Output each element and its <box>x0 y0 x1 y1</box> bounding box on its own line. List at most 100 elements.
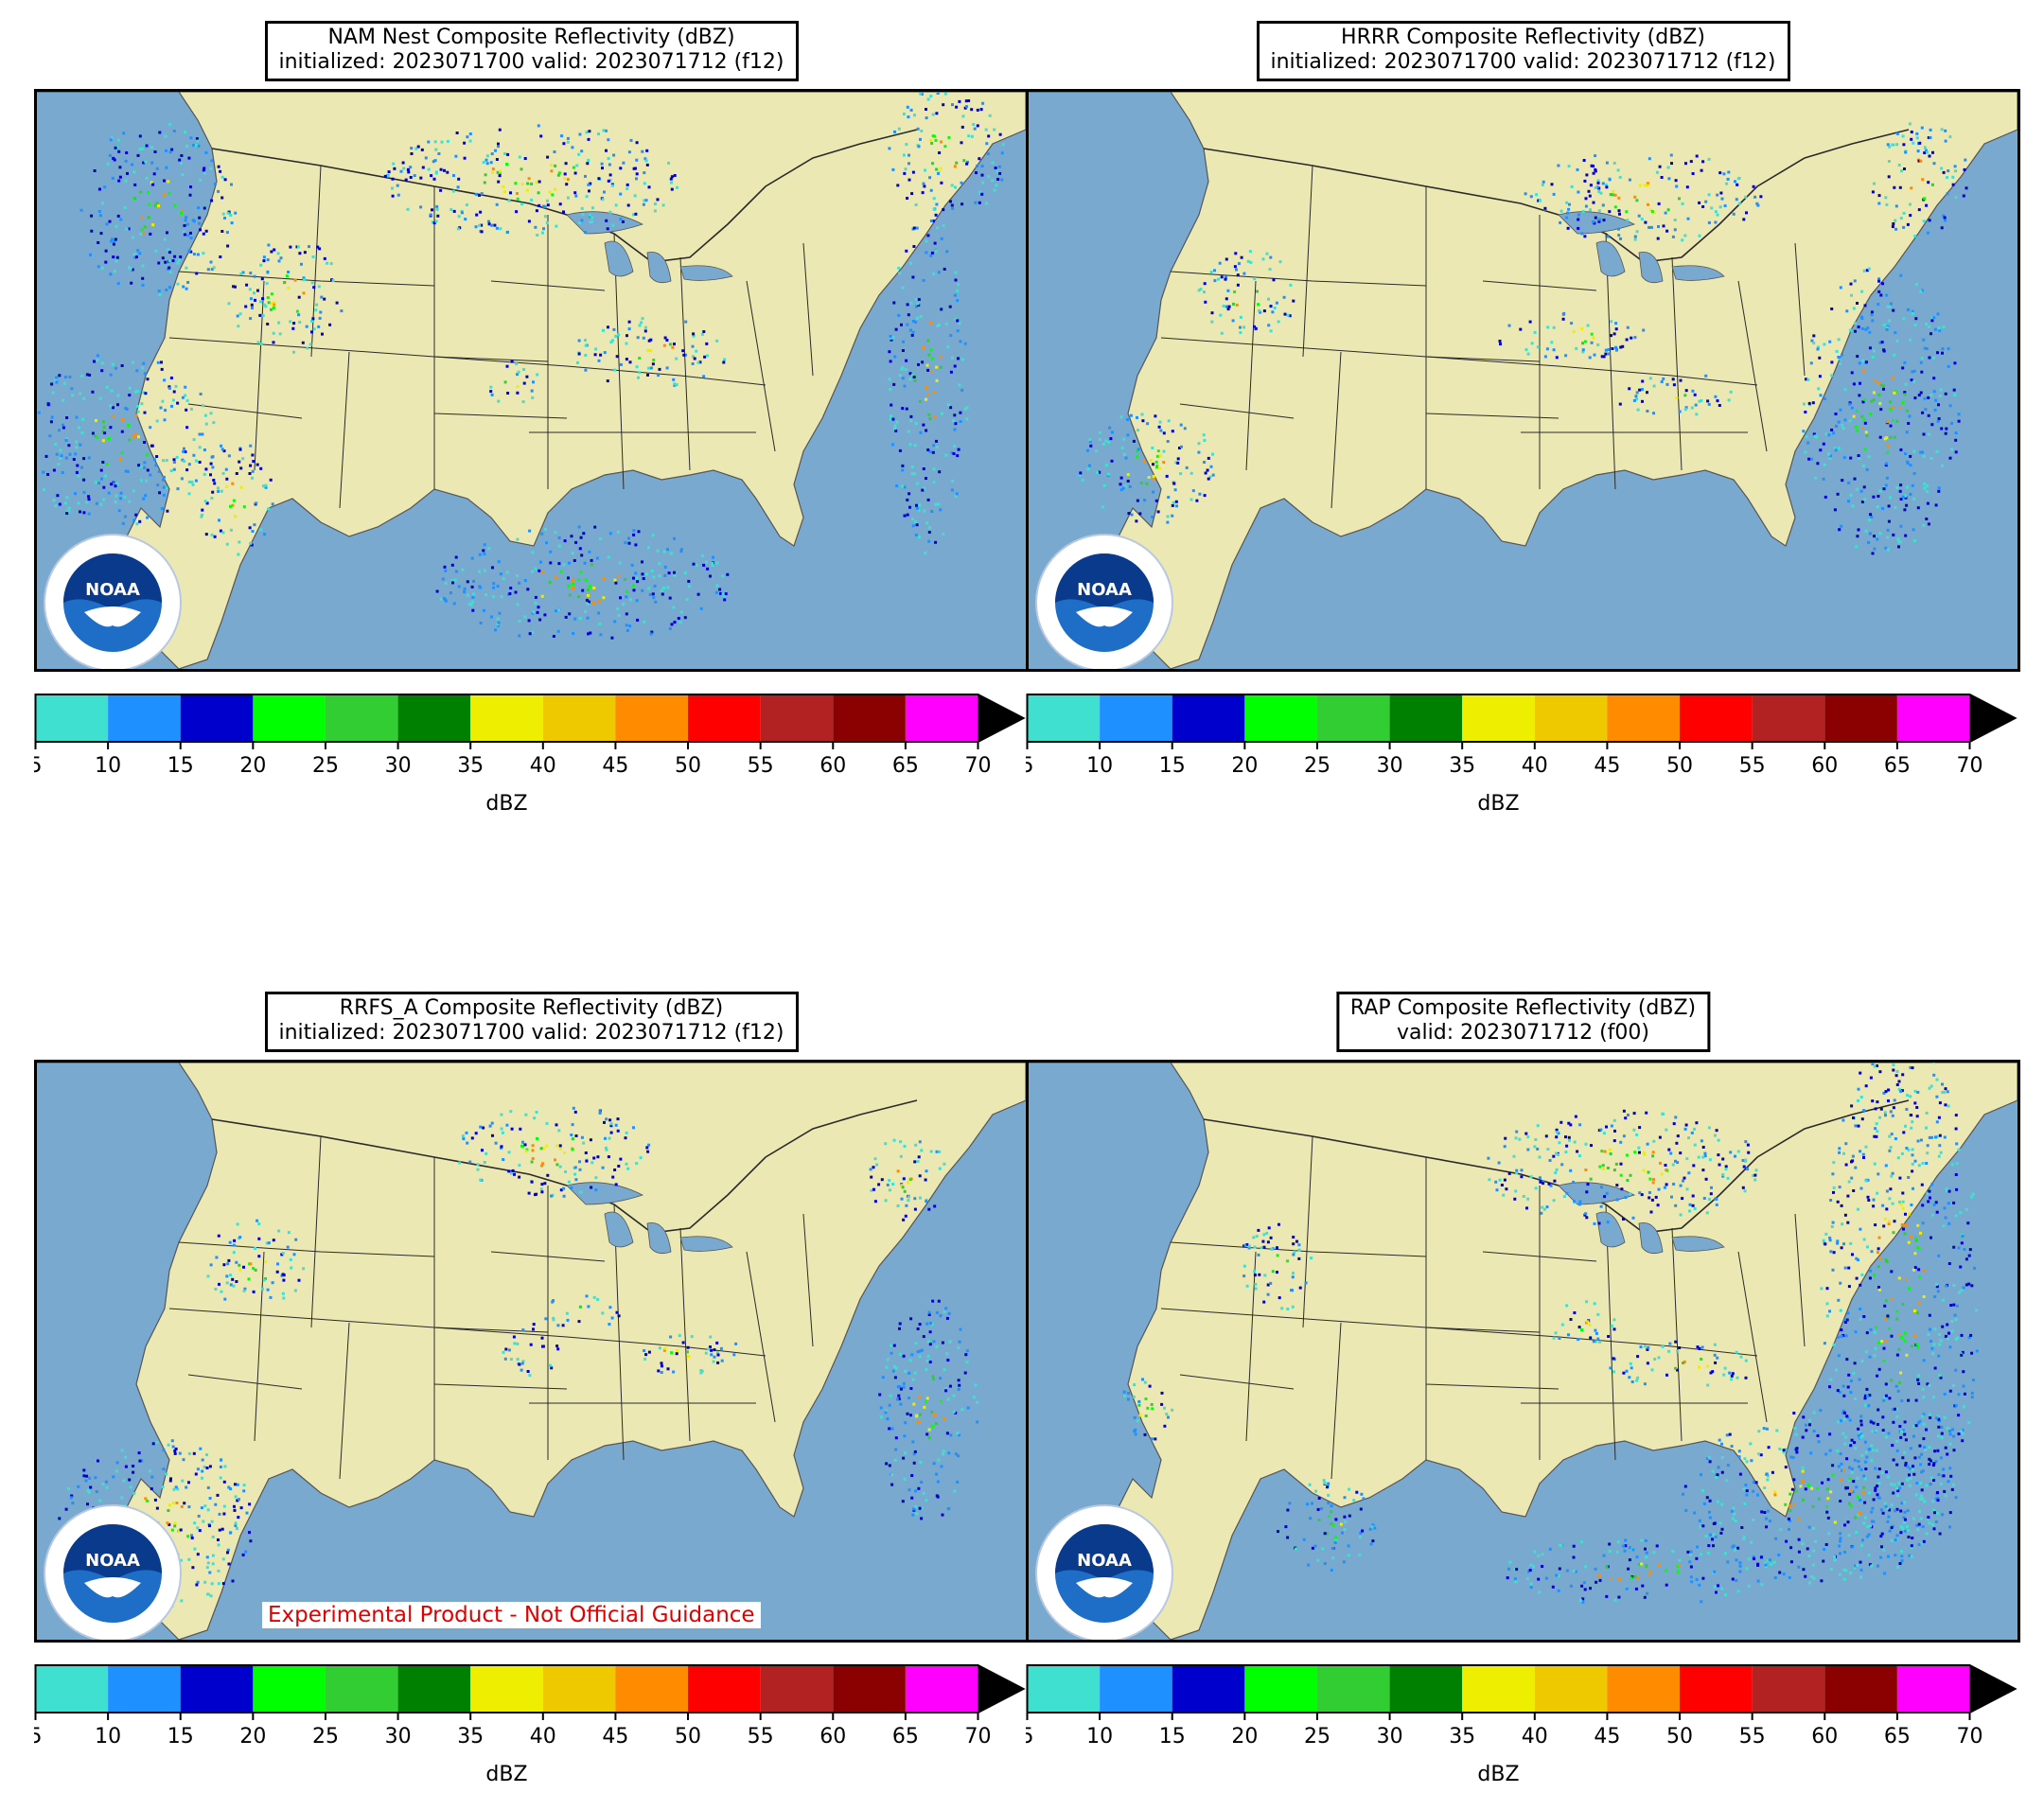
echo-pixel <box>482 161 485 165</box>
echo-pixel <box>1593 1302 1596 1306</box>
colorbar-tick-label: 70 <box>1957 754 1983 778</box>
echo-pixel <box>461 568 465 571</box>
echo-pixel <box>564 1170 568 1173</box>
echo-pixel <box>183 460 186 464</box>
echo-pixel <box>150 444 154 448</box>
echo-pixel <box>1695 1121 1699 1125</box>
echo-pixel <box>914 203 918 206</box>
great-lake <box>1595 240 1626 277</box>
echo-pixel <box>657 374 661 378</box>
echo-pixel <box>497 180 501 184</box>
echo-pixel <box>65 437 68 441</box>
echo-pixel <box>1913 1089 1917 1093</box>
echo-pixel <box>46 402 50 406</box>
echo-pixel <box>114 237 117 241</box>
panel-title-line2: initialized: 2023071700 valid: 202307171… <box>1270 50 1776 74</box>
echo-pixel <box>914 1489 917 1493</box>
echo-pixel <box>490 393 494 396</box>
echo-pixel <box>1913 1159 1917 1163</box>
echo-pixel <box>552 1299 555 1303</box>
echo-pixel <box>568 612 572 616</box>
echo-pixel <box>116 403 119 407</box>
echo-pixel <box>587 1305 590 1309</box>
echo-pixel <box>608 1323 611 1327</box>
echo-pixel <box>1927 181 1930 185</box>
echo-pixel <box>545 220 549 224</box>
echo-pixel <box>310 320 313 323</box>
echo-pixel <box>1878 489 1882 493</box>
echo-pixel <box>1867 267 1871 271</box>
echo-pixel <box>1935 1078 1939 1081</box>
echo-pixel <box>1674 1204 1678 1207</box>
echo-pixel <box>712 555 714 559</box>
echo-pixel <box>206 1508 210 1512</box>
echo-pixel <box>167 248 170 252</box>
map-area[interactable]: NOAA Experimental Product - Not Official… <box>34 1060 1029 1643</box>
echo-pixel <box>1546 325 1550 329</box>
echo-pixel <box>1724 1168 1728 1171</box>
map-area[interactable]: NOAA <box>34 89 1029 672</box>
echo-pixel <box>138 519 142 523</box>
echo-pixel <box>1970 1391 1974 1395</box>
echo-pixel <box>617 613 621 617</box>
echo-pixel <box>465 203 468 206</box>
echo-pixel <box>491 1133 494 1137</box>
echo-pixel <box>1624 1196 1628 1200</box>
echo-pixel <box>935 1344 939 1348</box>
echo-pixel <box>564 162 568 166</box>
map-area[interactable]: NOAA <box>1026 89 2020 672</box>
echo-pixel <box>939 355 943 359</box>
echo-pixel <box>278 332 282 336</box>
echo-pixel <box>1248 250 1252 254</box>
colorbar-segment <box>35 694 109 742</box>
echo-pixel <box>942 224 945 227</box>
echo-pixel <box>1762 1427 1766 1431</box>
echo-pixel <box>602 596 606 600</box>
echo-pixel <box>1505 1187 1508 1191</box>
echo-pixel <box>420 148 424 151</box>
echo-pixel <box>155 167 159 170</box>
echo-pixel <box>176 282 180 286</box>
echo-pixel <box>1930 1346 1934 1350</box>
echo-pixel <box>1832 1343 1836 1346</box>
echo-pixel <box>1565 201 1569 204</box>
echo-pixel <box>560 134 564 138</box>
echo-pixel <box>475 213 479 217</box>
echo-pixel <box>264 485 268 489</box>
echo-pixel <box>1895 143 1899 147</box>
echo-pixel <box>1908 1212 1912 1216</box>
echo-pixel <box>903 1434 907 1438</box>
echo-pixel <box>1515 1171 1519 1175</box>
echo-pixel <box>1918 1419 1922 1423</box>
colorbar-segment <box>1172 694 1245 742</box>
echo-pixel <box>639 1156 643 1160</box>
echo-pixel <box>178 1451 182 1455</box>
echo-pixel <box>888 1179 891 1183</box>
echo-pixel <box>86 1488 90 1492</box>
echo-pixel <box>911 524 915 528</box>
echo-pixel <box>1737 1450 1741 1453</box>
echo-pixel <box>211 1536 215 1538</box>
echo-pixel <box>670 623 674 626</box>
echo-pixel <box>1895 1463 1899 1467</box>
echo-pixel <box>1701 205 1705 208</box>
echo-pixel <box>128 1478 132 1482</box>
echo-pixel <box>1665 1183 1668 1186</box>
echo-pixel <box>1812 342 1816 345</box>
echo-pixel <box>537 203 541 207</box>
echo-pixel <box>912 226 916 230</box>
echo-pixel <box>926 234 930 237</box>
map-area[interactable]: NOAA <box>1026 1060 2020 1643</box>
echo-pixel <box>1861 359 1865 362</box>
echo-pixel <box>905 359 908 362</box>
echo-pixel <box>201 1458 204 1462</box>
echo-pixel <box>1211 473 1215 477</box>
state-border <box>613 1204 625 1461</box>
echo-pixel <box>251 469 255 473</box>
echo-pixel <box>407 170 411 174</box>
echo-pixel <box>224 467 228 471</box>
echo-pixel <box>1737 176 1741 180</box>
echo-pixel <box>1943 216 1947 220</box>
echo-pixel <box>707 1347 711 1351</box>
echo-pixel <box>48 434 52 438</box>
